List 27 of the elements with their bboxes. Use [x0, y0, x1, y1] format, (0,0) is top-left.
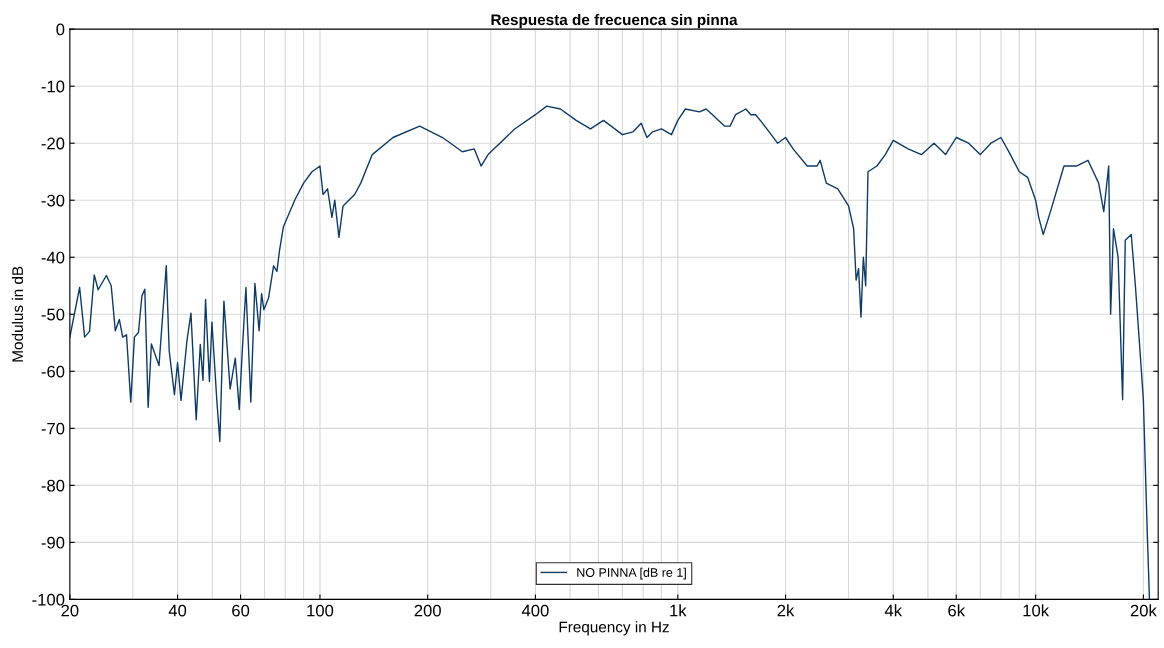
y-tick-label: -30	[41, 194, 65, 207]
y-tick-label: -20	[41, 137, 65, 150]
y-tick-label: -70	[41, 422, 65, 435]
y-tick-label: -10	[41, 80, 65, 93]
x-tick-label: 20k	[1130, 604, 1157, 617]
legend-label: NO PINNA [dB re 1]	[577, 567, 686, 580]
y-axis-title: Modulus in dB	[11, 266, 24, 362]
x-tick-label: 2k	[777, 604, 795, 617]
x-tick-label: 1k	[670, 604, 687, 617]
x-tick-label: 100	[307, 604, 334, 617]
y-tick-label: 0	[56, 23, 65, 36]
x-tick-label: 200	[414, 604, 441, 617]
x-tick-label: 4k	[884, 604, 903, 617]
x-tick-label: 10k	[1023, 604, 1050, 617]
chart-title: Respuesta de frecuenca sin pinna	[491, 13, 738, 29]
y-tick-label: -40	[41, 251, 65, 264]
x-tick-label: 400	[521, 604, 549, 617]
x-tick-label: 60	[232, 604, 250, 617]
x-axis-title: Frequency in Hz	[559, 621, 669, 636]
x-tick-label: 40	[168, 604, 187, 617]
y-tick-label: -90	[41, 536, 65, 549]
y-tick-label: -60	[41, 365, 65, 378]
y-tick-label: -100	[32, 593, 65, 606]
y-tick-label: -50	[41, 308, 65, 321]
y-tick-label: -80	[41, 479, 65, 492]
x-tick-label: 6k	[948, 604, 966, 617]
x-tick-label: 20	[61, 604, 79, 617]
